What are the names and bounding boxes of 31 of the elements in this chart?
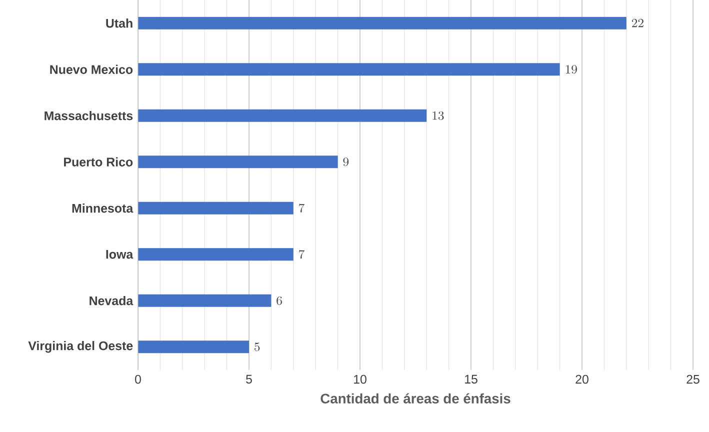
data-label: 5 (254, 342, 260, 352)
data-label: 6 (276, 296, 282, 305)
y-tick-label: Minnesota (72, 204, 134, 213)
bar (138, 63, 560, 76)
data-label: 13 (432, 111, 444, 120)
data-label: 7 (299, 250, 304, 259)
bar (138, 294, 272, 307)
bar (138, 16, 626, 30)
data-label: 7 (299, 204, 304, 212)
data-label: 9 (343, 158, 349, 166)
data-label: 22 (632, 18, 644, 28)
y-tick-label: Nevada (90, 296, 134, 306)
y-tick-label: Iowa (106, 250, 134, 259)
x-tick-label: 10 (354, 374, 366, 384)
bar (138, 156, 338, 168)
data-label: 19 (566, 65, 577, 74)
x-axis-title: Cantidad de áreas de énfasis (320, 393, 510, 404)
x-tick-label: 25 (686, 374, 700, 384)
bar (138, 248, 294, 261)
y-tick-label: Puerto Rico (64, 157, 133, 166)
x-tick-label: 5 (246, 374, 252, 384)
bar (138, 340, 249, 354)
x-tick-label: 0 (135, 374, 141, 384)
x-tick-label: 15 (465, 374, 478, 384)
bar (138, 202, 294, 214)
y-tick-label: Massachusetts (44, 111, 133, 120)
y-tick-label: Utah (106, 18, 132, 28)
x-tick-label: 20 (576, 374, 588, 384)
bar (138, 109, 427, 122)
y-tick-label: Nuevo Mexico (50, 64, 133, 74)
y-tick-label: Virginia del Oeste (28, 341, 133, 353)
